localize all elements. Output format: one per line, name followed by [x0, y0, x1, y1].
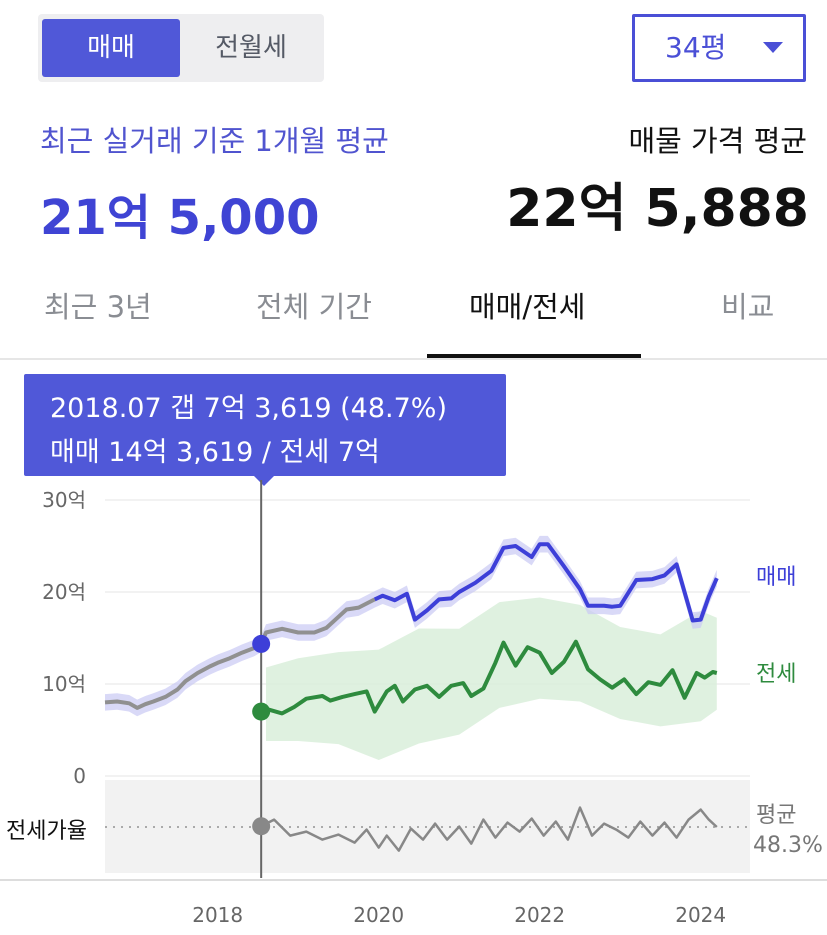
chevron-down-icon [763, 42, 783, 53]
chart-cursor [252, 480, 271, 878]
ratio-axis-label: 전세가율 [6, 819, 87, 844]
series-label-sale: 매매 [756, 565, 796, 590]
recent-average-value: 21억 5,000 [40, 190, 320, 246]
jeonse-ratio-line [260, 806, 718, 852]
cursor-dot-ratio [252, 817, 271, 836]
x-tick-label: 2024 [675, 903, 726, 927]
x-tick-label: 2020 [353, 903, 404, 927]
trade-type-toggle: 매매 전월세 [38, 14, 324, 82]
chart-lines [104, 542, 750, 852]
y-tick-label: 30억 [42, 488, 86, 512]
lease-toggle-button[interactable]: 전월세 [215, 33, 287, 63]
y-tick-label: 0 [73, 764, 86, 788]
y-axis-ticks: 30억 20억 10억 0 [42, 488, 86, 788]
jeonse-range-band [266, 597, 717, 761]
listing-average-label: 매물 가격 평균 [628, 124, 807, 158]
period-tabs: 최근 3년 전체 기간 매매/전세 비교 [0, 262, 827, 360]
tooltip-price-line: 매매 14억 3,619 / 전세 7억 [50, 437, 380, 468]
size-select-value: 34평 [665, 31, 727, 64]
jeonse-price-line [260, 639, 718, 716]
tooltip-gap-line: 2018.07 갭 7억 3,619 (48.7%) [50, 393, 447, 424]
tab-sale-jeonse[interactable]: 매매/전세 [469, 290, 586, 324]
ratio-avg-label: 평균 [756, 803, 796, 828]
sale-price-line [373, 542, 719, 623]
cursor-dot-jeonse [252, 702, 271, 721]
tab-all-period[interactable]: 전체 기간 [256, 290, 372, 324]
ratio-avg-value: 48.3% [753, 833, 823, 858]
sale-toggle-button[interactable]: 매매 [42, 19, 180, 77]
x-tick-label: 2018 [192, 903, 243, 927]
sale-history-line [104, 597, 376, 710]
tooltip-arrow [254, 476, 274, 486]
y-tick-label: 10억 [42, 672, 86, 696]
tab-compare[interactable]: 비교 [721, 290, 775, 324]
chart-tooltip: 2018.07 갭 7억 3,619 (48.7%) 매매 14억 3,619 … [24, 374, 506, 486]
size-select[interactable]: 34평 [632, 14, 806, 82]
x-tick-label: 2022 [514, 903, 565, 927]
x-axis-ticks: 2018 2020 2022 2024 [192, 903, 726, 927]
series-label-jeonse: 전세 [756, 662, 796, 687]
cursor-dot-sale [252, 634, 271, 653]
tab-recent-3y[interactable]: 최근 3년 [44, 290, 152, 324]
chart-bands [105, 535, 717, 761]
recent-average-label: 최근 실거래 기준 1개월 평균 [40, 124, 389, 158]
active-tab-indicator [427, 354, 641, 358]
price-chart[interactable]: 2018 2020 2022 2024 30억 20억 10억 0 매매 전세 전세가율 평… [0, 480, 827, 935]
y-tick-label: 20억 [42, 580, 86, 604]
listing-average-value: 22억 5,888 [506, 179, 809, 239]
